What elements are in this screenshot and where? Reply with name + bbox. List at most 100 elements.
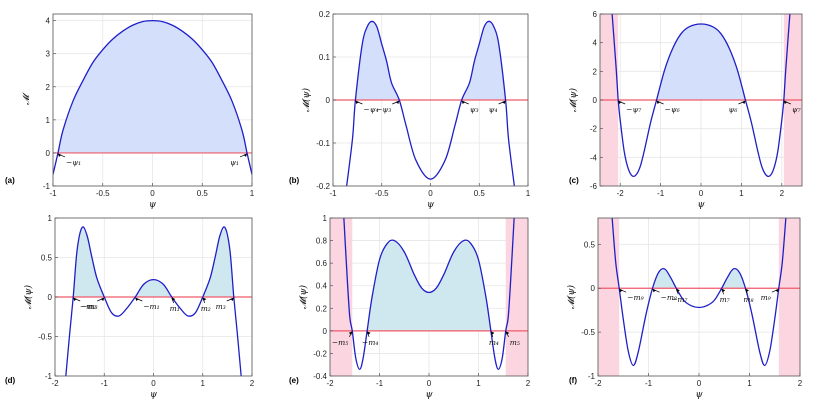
y-axis-label: 𝓜(ψ) [568,87,579,112]
chart-panel-e: −m₅ −m₄ m₄ m₅ -2 -1 0 1 2 -0.4 -0.2 0 0.2 0.4 0.6 0.8 1 ψ… [289,214,531,400]
y-tick-label: 0 [593,96,598,105]
shaded-region-pink [505,218,528,376]
annotation-arrowhead [135,297,139,301]
x-tick-label: -1 [645,379,653,388]
x-tick-label: 1 [201,379,206,388]
x-tick-label: 1 [739,189,744,198]
annotation-arrowhead [395,100,400,104]
annotation-arrowhead [243,153,248,157]
x-tick-label: -1 [329,189,337,198]
annotation-arrowhead [656,100,661,104]
y-tick-label: 2 [593,67,598,76]
annotation-label: −ψ₇ [626,105,641,114]
annotation-label: −m₅ [332,338,348,347]
x-axis-label: ψ [697,200,705,210]
shaded-region-blue [461,21,506,101]
annotation-arrowhead [100,297,105,301]
annotation-label: ψ₆ [729,105,738,114]
y-tick-label: 0 [323,327,328,336]
y-tick-label: 0.6 [316,259,328,268]
y-tick-label: 1 [48,214,53,223]
x-tick-label: -0.5 [375,189,389,198]
annotation-label: ψ₃ [470,105,479,114]
y-axis-label: 𝓜(ψ) [298,284,309,309]
plot-content [600,14,802,186]
annotation-arrowhead [783,100,788,104]
y-tick-label: 0.8 [316,237,328,246]
annotation-arrowhead [348,331,353,335]
plot-content [598,218,800,376]
annotation-label: −m₄ [362,338,378,347]
x-tick-label: 0.5 [474,189,486,198]
x-tick-label: 1 [476,379,481,388]
shaded-region-teal [202,227,234,297]
x-tick-label: -0.5 [96,189,110,198]
x-tick-label: 1 [250,189,255,198]
y-tick-label: 3 [46,50,51,59]
annotation-arrowhead [57,153,62,157]
x-axis-label: ψ [149,200,157,210]
y-tick-label: 0.1 [319,53,331,62]
x-tick-label: 1 [526,189,531,198]
x-tick-label: 0 [699,189,704,198]
series-line [65,226,242,376]
x-tick-label: -2 [51,379,59,388]
y-tick-label: 0.4 [316,282,328,291]
y-tick-label: 0 [48,293,53,302]
panel-label: (c) [569,176,579,185]
panel-label: (d) [5,376,16,385]
y-tick-label: 0.2 [319,10,331,19]
shaded-region-blue [656,24,746,101]
annotation-label: m₂ [201,304,211,313]
annotation-label: −m₇ [671,295,687,304]
panel-label: (e) [289,376,299,385]
annotation-arrowhead [490,331,495,335]
series-line [611,218,787,367]
y-tick-label: 0 [46,149,51,158]
annotation-arrowhead [505,331,510,335]
panel-label: (f) [569,376,577,385]
x-tick-label: 2 [250,379,255,388]
y-tick-label: -2 [590,125,598,134]
annotation-arrowhead [745,288,749,293]
annotation-arrowhead [676,288,680,293]
x-tick-label: -2 [594,379,602,388]
y-tick-label: 0.2 [316,304,328,313]
annotation-arrowhead [171,297,176,301]
annotation-label: ψ₄ [489,105,498,114]
annotation-arrowhead [721,288,726,293]
plot-content [333,20,528,186]
plot-content [53,19,252,175]
annotation-label: −m₂ [80,302,96,311]
shaded-region-teal [135,279,172,297]
y-tick-label: 6 [593,10,598,19]
annotation-arrowhead [355,100,359,104]
y-tick-label: -6 [590,182,598,191]
annotation-arrowhead [461,100,466,104]
shaded-region-pink [598,218,620,376]
y-tick-label: 0 [591,284,596,293]
shaded-region-blue [355,21,400,101]
shaded-region-pink [330,218,353,376]
y-tick-label: 1 [46,116,51,125]
annotation-label: −m₁ [143,302,159,311]
x-tick-label: 2 [798,379,803,388]
annotation-arrowhead [652,288,657,293]
annotation-arrowhead [367,331,371,335]
y-axis-label: 𝓜(ψ) [23,284,34,309]
shaded-region-pink [778,218,800,376]
x-tick-label: 0 [150,189,155,198]
annotation-label: ψ₇ [792,105,801,114]
x-tick-label: 0 [151,379,156,388]
y-tick-label: -0.2 [316,182,330,191]
chart-panel-a: −ψ₁ ψ₁ -1 -0.5 0 0.5 1 -1 0 1 2 3 4 ψ 𝓜 (a) [5,13,255,210]
annotation-label: m₈ [743,295,753,304]
x-tick-label: 0.5 [197,189,209,198]
plot-content [330,218,528,376]
panel-label: (a) [5,176,15,185]
annotation-label: m₄ [489,338,499,347]
annotation-arrowhead [618,100,622,104]
y-tick-label: 0 [326,96,331,105]
shaded-region-blue [57,20,248,153]
